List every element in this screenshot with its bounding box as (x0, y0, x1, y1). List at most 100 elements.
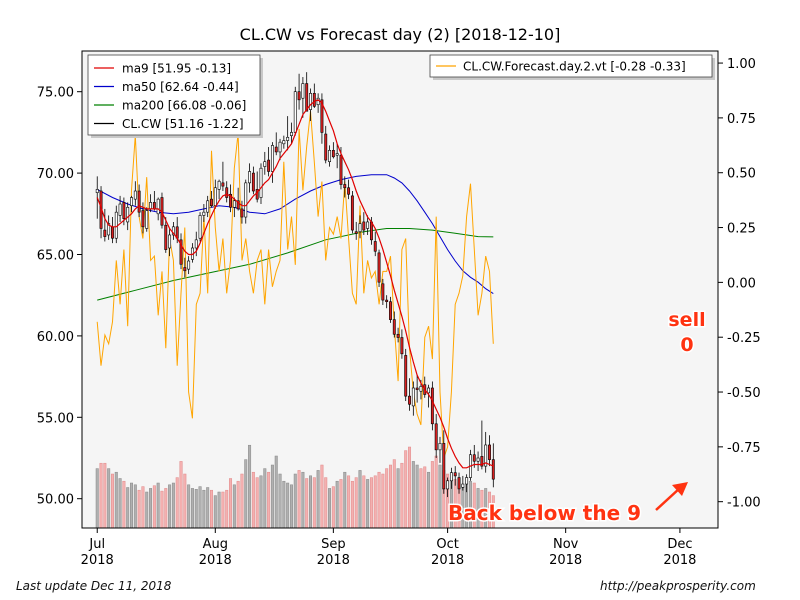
candle-body (126, 206, 130, 223)
y-right-tick-label: 1.00 (727, 57, 756, 72)
ma9-series (96, 99, 494, 469)
candle (400, 329, 404, 359)
candle (187, 256, 191, 275)
volume-bar (156, 482, 160, 529)
volume-bar (187, 484, 191, 529)
volume-bar (316, 470, 320, 529)
candle-body (415, 387, 419, 390)
candle-body (114, 211, 118, 239)
volume-bar (301, 471, 305, 529)
footer-last-update: Last update Dec 11, 2018 (16, 579, 172, 593)
candle (160, 192, 164, 229)
candle (248, 163, 252, 193)
candle-body (373, 241, 377, 252)
legend-label: ma50 [62.64 -0.44] (122, 80, 239, 94)
volume-bar (244, 459, 248, 529)
volume-bar (343, 471, 347, 529)
candle-body (350, 195, 354, 231)
candle-body (213, 187, 217, 206)
candle (274, 132, 278, 156)
candle-body (107, 223, 111, 236)
volume-bar (289, 484, 293, 529)
candle (179, 233, 183, 270)
volume-bar (255, 477, 259, 529)
volume-bar (171, 482, 175, 529)
annotation-text: Back below the 9 (448, 501, 641, 525)
candle-body (347, 187, 351, 195)
candle-body (324, 133, 328, 161)
volume-bar (270, 464, 274, 529)
volume-bar (430, 461, 434, 529)
candle (438, 436, 442, 463)
candle-body (111, 226, 114, 239)
candle (343, 176, 347, 198)
volume-bar (198, 486, 202, 529)
candle-body (427, 387, 431, 394)
candle (328, 145, 331, 167)
candle-body (461, 483, 465, 488)
volume-bar (114, 471, 118, 529)
candle (324, 125, 328, 164)
volume-bar (229, 478, 233, 529)
candle-body (282, 140, 286, 145)
candle (232, 197, 236, 218)
candle-body (312, 93, 316, 107)
y-left-tick-label: 70.00 (37, 167, 74, 182)
candle (198, 212, 202, 242)
candle (270, 142, 274, 183)
candle-body (141, 210, 145, 228)
volume-bar (358, 470, 362, 529)
volume-bar (293, 473, 297, 529)
y-right-tick-label: -0.75 (727, 441, 761, 456)
candle (259, 163, 263, 205)
volume-bar (388, 464, 392, 529)
y-right-tick-label: -0.50 (727, 386, 761, 401)
candle (381, 278, 385, 305)
candle (210, 191, 213, 208)
volume-bar (133, 484, 137, 529)
candle-body (446, 480, 450, 490)
candle-body (183, 267, 187, 272)
candle-body (449, 472, 453, 482)
candle (244, 179, 248, 224)
candle (251, 166, 255, 195)
volume-bar (339, 479, 343, 529)
annotations: sell 0 Back below the 9 (447, 308, 708, 527)
candle-body (217, 180, 221, 190)
legend-right: CL.CW.Forecast.day.2.vt [-0.28 -0.33] (429, 54, 715, 80)
candle (461, 475, 465, 491)
sell-label: sell (668, 309, 705, 331)
candle-body (358, 223, 362, 233)
candle-body (122, 202, 126, 219)
candle (446, 477, 450, 498)
volume-bar (259, 475, 263, 529)
legend-left: ma9 [51.95 -0.13] ma50 [62.64 -0.44] ma200… (87, 54, 263, 138)
candle-body (210, 198, 213, 206)
y-left-tick-label: 65.00 (37, 248, 74, 263)
candle (118, 195, 122, 222)
candle (442, 430, 446, 494)
candle (263, 151, 267, 175)
candle (415, 374, 419, 403)
candle-body (385, 299, 389, 303)
candle-body (297, 91, 301, 101)
legend-label: CL.CW [51.16 -1.22] (122, 117, 244, 131)
legend-label: ma200 [66.08 -0.06] (122, 99, 246, 113)
candle-body (248, 171, 252, 184)
volume-bar (213, 495, 217, 529)
candle-body (270, 145, 274, 172)
candle-body (301, 83, 305, 99)
candle-body (229, 193, 232, 208)
candle-body (232, 200, 236, 208)
candle (137, 184, 141, 218)
volume-bar (396, 468, 400, 529)
candle-body (354, 231, 358, 234)
volume-bar (206, 487, 210, 529)
y-left-tick-label: 75.00 (37, 86, 74, 101)
candle (488, 435, 491, 467)
candle (476, 451, 480, 472)
candle (312, 83, 316, 108)
candle (362, 212, 366, 235)
candle (290, 122, 293, 144)
candle (267, 147, 271, 177)
